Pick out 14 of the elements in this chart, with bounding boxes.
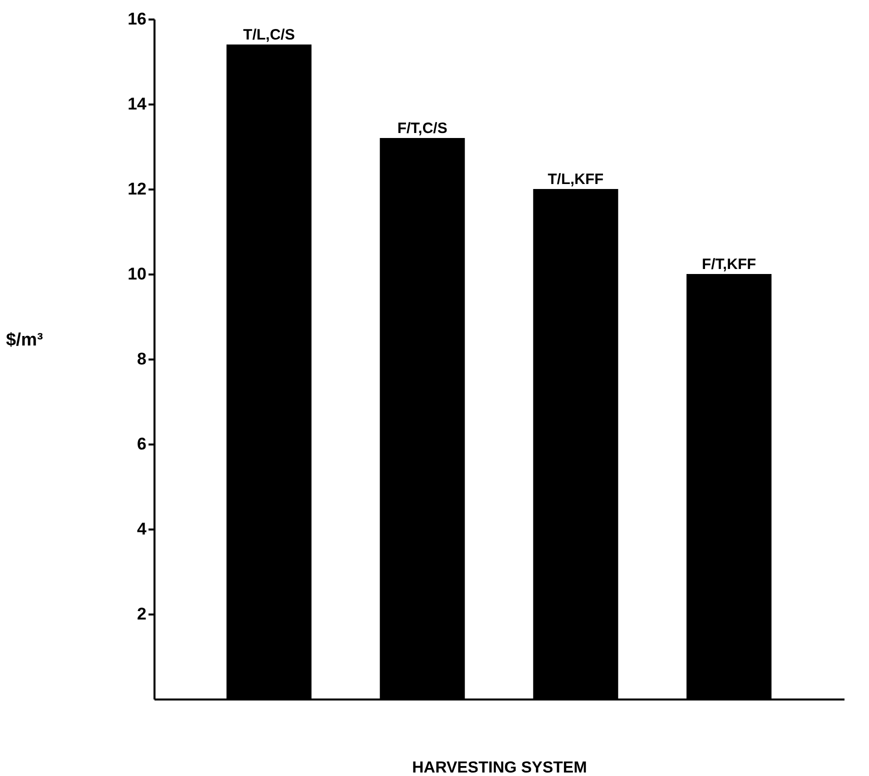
y-axis-title: $/m³	[6, 330, 44, 350]
y-tick-label: 6	[137, 434, 146, 454]
x-tick-label: F/T,KFF	[702, 256, 756, 273]
y-tick-label: 8	[137, 350, 146, 368]
x-tick-label: T/L,KFF	[548, 171, 604, 188]
x-axis-title: HARVESTING SYSTEM	[412, 760, 587, 776]
y-tick-label: 14	[128, 94, 148, 114]
y-tick-label: 16	[128, 10, 146, 28]
y-tick-label: 4	[137, 520, 148, 538]
y-tick-label: 12	[128, 180, 146, 198]
y-tick-label: 10	[128, 264, 146, 284]
x-tick-label: T/L,C/S	[243, 26, 295, 44]
x-tick-label: F/T,C/S	[397, 120, 448, 137]
y-tick-label: 2	[137, 604, 146, 624]
